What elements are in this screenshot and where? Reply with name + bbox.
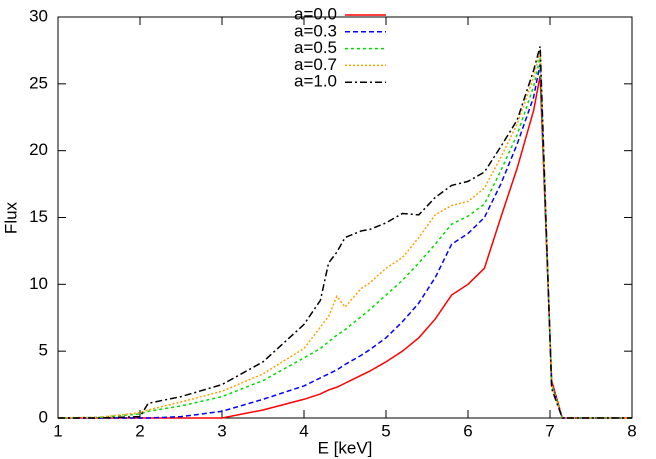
y-tick-label: 0 [39, 407, 48, 426]
x-tick-label: 7 [545, 421, 554, 440]
x-tick-label: 3 [217, 421, 226, 440]
y-tick-label: 15 [29, 207, 48, 226]
y-tick-label: 25 [29, 73, 48, 92]
x-tick-label: 4 [299, 421, 308, 440]
y-tick-label: 5 [39, 341, 48, 360]
series-line [58, 46, 632, 419]
series-line [58, 75, 632, 419]
legend-label: a=1.0 [294, 72, 337, 91]
x-tick-label: 6 [463, 421, 472, 440]
x-tick-label: 1 [53, 421, 62, 440]
y-tick-label: 10 [29, 274, 48, 293]
series-line [57, 50, 632, 419]
legend-label: a=0.3 [294, 21, 337, 40]
x-tick-label: 8 [627, 421, 636, 440]
legend-label: a=0.5 [294, 38, 337, 57]
series-line [57, 56, 632, 419]
x-tick-label: 2 [135, 421, 144, 440]
x-axis-label: E [keV] [318, 438, 373, 457]
y-axis-label: Flux [1, 201, 20, 234]
x-tick-label: 5 [381, 421, 390, 440]
y-tick-label: 20 [29, 140, 48, 159]
y-tick-label: 30 [29, 6, 48, 25]
series-line [58, 63, 632, 419]
legend-label: a=0.7 [294, 55, 337, 74]
legend-label: a=0.0 [294, 4, 337, 23]
